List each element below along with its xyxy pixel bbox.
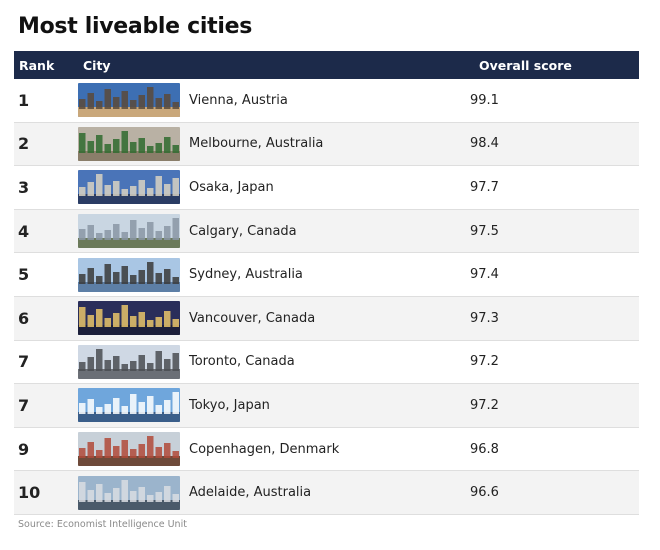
rank-cell: 3	[18, 177, 30, 197]
city-cell: Vancouver, Canada	[189, 310, 316, 326]
table-row: 6 Vancouver, Canada 97.3	[14, 296, 639, 341]
rank-cell: 7	[18, 352, 30, 372]
sydney-bridge-photo-icon	[78, 257, 180, 292]
source-note: Source: Economist Intelligence Unit	[18, 519, 187, 530]
score-cell: 96.6	[470, 485, 499, 501]
rank-cell: 5	[18, 265, 30, 285]
score-cell: 97.5	[470, 223, 499, 239]
city-cell: Vienna, Austria	[189, 92, 288, 108]
rank-cell: 10	[18, 483, 41, 503]
rank-cell: 9	[18, 439, 30, 459]
city-cell: Copenhagen, Denmark	[189, 441, 340, 457]
table-body: 1 Vienna, Austria 99.1 2 Melbourne, Australi…	[14, 79, 639, 515]
city-cell: Osaka, Japan	[189, 179, 274, 195]
city-cell: Adelaide, Australia	[189, 485, 312, 501]
table-row: 7 Tokyo, Japan 97.2	[14, 384, 639, 428]
header-rank: Rank	[19, 57, 55, 73]
city-cell: Calgary, Canada	[189, 223, 297, 239]
table-row: 3 Osaka, Japan 97.7	[14, 166, 639, 210]
table-row: 10 Adelaide, Australia 96.6	[14, 471, 639, 515]
score-cell: 96.8	[470, 441, 499, 457]
liveable-cities-table: Rank City Overall score 1 Vienna, Austria…	[14, 51, 639, 515]
city-cell: Tokyo, Japan	[189, 397, 270, 413]
vienna-photo-icon	[78, 83, 180, 118]
toronto-photo-icon	[78, 344, 180, 379]
score-cell: 97.2	[470, 354, 499, 370]
copenhagen-photo-icon	[78, 432, 180, 467]
score-cell: 97.7	[470, 179, 499, 195]
page-title: Most liveable cities	[18, 14, 252, 39]
score-cell: 99.1	[470, 92, 499, 108]
table-header: Rank City Overall score	[14, 51, 639, 79]
header-city: City	[83, 57, 111, 73]
table-row: 7 Toronto, Canada 97.2	[14, 341, 639, 385]
header-overall-score: Overall score	[479, 57, 572, 73]
rank-cell: 6	[18, 308, 30, 328]
score-cell: 97.4	[470, 267, 499, 283]
tokyo-photo-icon	[78, 388, 180, 423]
calgary-photo-icon	[78, 214, 180, 249]
melbourne-tram-photo-icon	[78, 126, 180, 161]
vancouver-photo-icon	[78, 301, 180, 336]
rank-cell: 4	[18, 221, 30, 241]
rank-cell: 2	[18, 134, 30, 154]
score-cell: 97.3	[470, 310, 499, 326]
osaka-photo-icon	[78, 170, 180, 205]
table-row: 5 Sydney, Australia 97.4	[14, 253, 639, 297]
table-row: 1 Vienna, Austria 99.1	[14, 79, 639, 123]
city-cell: Toronto, Canada	[189, 354, 295, 370]
rank-cell: 1	[18, 90, 30, 110]
score-cell: 97.2	[470, 397, 499, 413]
city-cell: Melbourne, Australia	[189, 136, 324, 152]
score-cell: 98.4	[470, 136, 499, 152]
city-cell: Sydney, Australia	[189, 267, 303, 283]
adelaide-photo-icon	[78, 475, 180, 510]
table-row: 2 Melbourne, Australia 98.4	[14, 122, 639, 167]
table-row: 9 Copenhagen, Denmark 96.8	[14, 428, 639, 472]
rank-cell: 7	[18, 395, 30, 415]
table-row: 4 Calgary, Canada 97.5	[14, 209, 639, 254]
